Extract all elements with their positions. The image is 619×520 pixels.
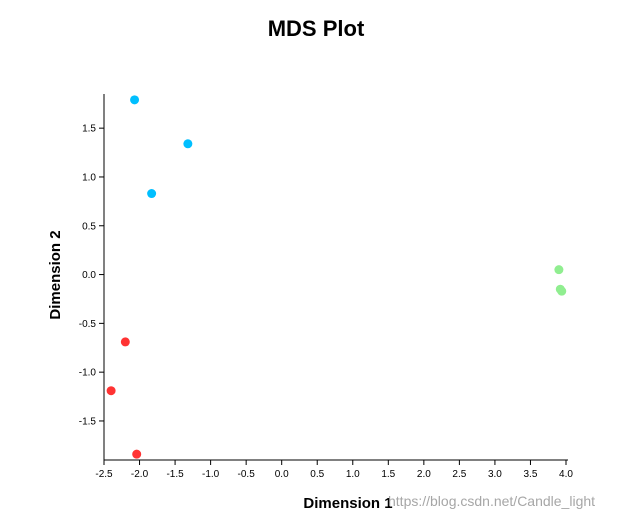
x-tick-label: -1.0: [202, 469, 220, 480]
y-tick-label: 1.5: [82, 124, 96, 135]
data-point: [130, 95, 140, 105]
y-tick-label: -1.5: [79, 416, 97, 427]
data-point: [183, 139, 193, 149]
x-tick-label: 1.0: [346, 469, 360, 480]
x-tick-label: 0.0: [275, 469, 289, 480]
data-point: [554, 265, 564, 275]
x-tick-label: 3.0: [488, 469, 502, 480]
y-tick-label: 0.0: [82, 270, 96, 281]
x-tick-label: 2.5: [452, 469, 466, 480]
y-tick-label: 0.5: [82, 221, 96, 232]
axes: -2.5 -2.0 -1.5 -1.0 -0.5 0.0 0.5 1.0 1.5 2.0 2.5 3.…: [79, 94, 573, 480]
x-tick-label: -2.0: [131, 469, 149, 480]
y-tick-label: 1.0: [82, 172, 96, 183]
x-tick-label: 3.5: [524, 469, 538, 480]
data-point: [132, 449, 142, 459]
x-tick-label: -2.5: [95, 469, 113, 480]
data-point: [147, 189, 157, 199]
chart-title: MDS Plot: [268, 16, 365, 41]
x-tick-label: -1.5: [166, 469, 184, 480]
y-tick-label: -0.5: [79, 319, 97, 330]
x-tick-label: -0.5: [238, 469, 256, 480]
watermark-text: https://blog.csdn.net/Candle_light: [388, 493, 596, 509]
x-axis-label: Dimension 1: [303, 495, 392, 512]
data-points: [106, 95, 567, 459]
x-tick-label: 1.5: [381, 469, 395, 480]
x-tick-label: 4.0: [559, 469, 573, 480]
data-point: [557, 286, 567, 296]
data-point: [120, 337, 130, 347]
y-tick-label: -1.0: [79, 368, 97, 379]
y-axis-label: Dimension 2: [47, 230, 64, 319]
x-tick-label: 0.5: [310, 469, 324, 480]
data-point: [106, 386, 116, 396]
x-tick-label: 2.0: [417, 469, 431, 480]
